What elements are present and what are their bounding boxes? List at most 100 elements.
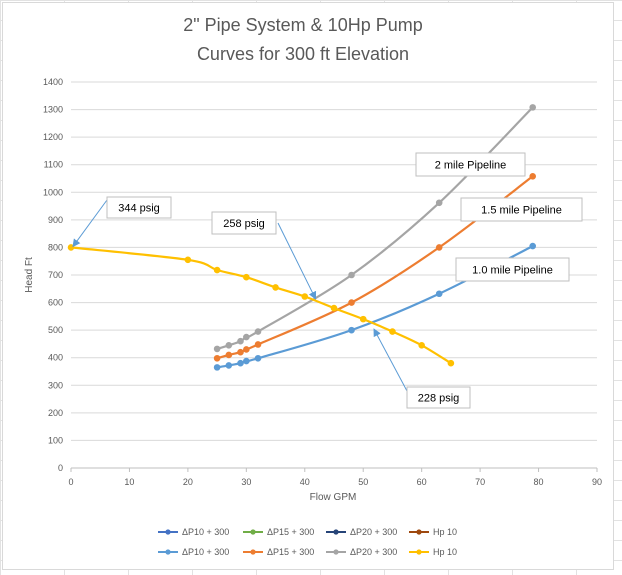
data-point-s2-p5[interactable] xyxy=(348,271,355,279)
legend-label-r0-1[interactable]: ΔP15 + 300 xyxy=(267,527,314,537)
data-point-s0-p7[interactable] xyxy=(529,242,537,250)
data-point-s1-p0[interactable] xyxy=(213,354,221,362)
y-tick-label: 900 xyxy=(48,215,63,225)
callout-text-label-10mile: 1.0 mile Pipeline xyxy=(472,265,553,277)
callout-box-label-228[interactable] xyxy=(406,386,471,409)
x-tick-label: 80 xyxy=(534,477,544,487)
y-tick-label: 1300 xyxy=(43,105,63,115)
legend-marker-r1-0 xyxy=(165,549,171,555)
callout-text-label-258: 258 psig xyxy=(223,218,265,230)
y-tick-label: 200 xyxy=(48,408,63,418)
x-tick-label: 20 xyxy=(183,477,193,487)
data-point-s3-p0[interactable] xyxy=(67,244,75,251)
callout-text-label-15mile: 1.5 mile Pipeline xyxy=(481,205,562,217)
y-tick-label: 100 xyxy=(48,435,63,445)
data-point-s3-p4[interactable] xyxy=(272,284,279,291)
legend: ΔP10 + 300 ΔP15 + 300 ΔP20 + 300 Hp 10 ΔP10 … xyxy=(158,527,457,557)
data-point-s3-p7[interactable] xyxy=(359,315,367,323)
chart-title-line-1: 2" Pipe System & 10Hp Pump xyxy=(183,15,423,35)
data-point-s0-p1[interactable] xyxy=(225,362,233,369)
y-tick-label: 1400 xyxy=(43,77,63,87)
callout-box-label-10mile[interactable] xyxy=(455,257,570,282)
callout-arrow-label-344 xyxy=(72,199,108,248)
callout-text-label-228: 228 psig xyxy=(418,393,460,405)
data-point-s0-p6[interactable] xyxy=(435,290,443,298)
y-tick-label: 1100 xyxy=(44,160,63,170)
gridlines xyxy=(71,81,597,469)
data-point-s1-p3[interactable] xyxy=(243,346,250,353)
data-point-s3-p10[interactable] xyxy=(447,359,455,367)
y-tick-label: 300 xyxy=(48,380,63,390)
y-tick-label: 700 xyxy=(48,270,63,280)
x-tick-label: 50 xyxy=(358,477,368,487)
data-point-s2-p3[interactable] xyxy=(243,333,250,341)
data-point-s2-p4[interactable] xyxy=(254,328,262,335)
legend-marker-r1-2 xyxy=(333,549,339,555)
y-tick-label: 600 xyxy=(48,298,63,308)
data-point-s3-p5[interactable] xyxy=(301,293,309,300)
legend-label-r1-1[interactable]: ΔP15 + 300 xyxy=(267,547,314,557)
data-point-s2-p2[interactable] xyxy=(237,337,244,345)
data-point-s2-p1[interactable] xyxy=(225,342,233,349)
callout-arrow-label-258 xyxy=(277,222,317,300)
data-point-s0-p4[interactable] xyxy=(254,354,262,362)
data-point-s3-p2[interactable] xyxy=(213,266,221,274)
data-point-s2-p0[interactable] xyxy=(213,345,221,353)
legend-marker-r0-2 xyxy=(333,529,339,535)
callout-arrow-label-228 xyxy=(373,328,408,392)
callout-text-label-2mile: 2 mile Pipeline xyxy=(435,160,507,172)
data-point-s0-p0[interactable] xyxy=(213,364,221,371)
callout-box-label-2mile[interactable] xyxy=(415,152,526,177)
legend-marker-r1-1 xyxy=(250,549,256,555)
y-tick-label: 800 xyxy=(48,242,63,252)
data-point-s0-p3[interactable] xyxy=(243,357,250,365)
x-tick-label: 30 xyxy=(241,477,251,487)
callout-box-label-344[interactable] xyxy=(106,196,172,219)
chart-area[interactable] xyxy=(2,2,614,570)
legend-label-r0-2[interactable]: ΔP20 + 300 xyxy=(350,527,397,537)
data-point-s1-p7[interactable] xyxy=(529,172,537,180)
data-point-s2-p6[interactable] xyxy=(435,199,443,207)
data-point-s3-p8[interactable] xyxy=(389,328,396,335)
data-point-s1-p5[interactable] xyxy=(348,299,355,306)
data-point-s3-p3[interactable] xyxy=(243,273,250,281)
x-tick-label: 90 xyxy=(592,477,602,487)
x-tick-label: 60 xyxy=(417,477,427,487)
data-point-s3-p6[interactable] xyxy=(330,304,338,312)
data-point-s1-p6[interactable] xyxy=(435,244,443,251)
legend-label-r0-0[interactable]: ΔP10 + 300 xyxy=(182,527,229,537)
data-point-s1-p2[interactable] xyxy=(237,348,244,356)
callout-text-label-344: 344 psig xyxy=(118,203,160,215)
y-tick-label: 1200 xyxy=(43,132,63,142)
x-tick-label: 0 xyxy=(68,477,73,487)
callout-box-label-258[interactable] xyxy=(211,211,277,235)
legend-marker-r0-1 xyxy=(250,529,256,535)
x-tick-label: 40 xyxy=(300,477,310,487)
legend-label-r1-3[interactable]: Hp 10 xyxy=(433,547,457,557)
data-point-s0-p5[interactable] xyxy=(348,326,355,334)
chart-title-line-2: Curves for 300 ft Elevation xyxy=(197,44,409,64)
data-point-s3-p9[interactable] xyxy=(418,342,425,349)
axes: 0100200300400500600700800900100011001200… xyxy=(43,77,602,487)
data-series xyxy=(67,104,537,371)
legend-marker-r0-3 xyxy=(416,529,422,535)
data-point-s2-p7[interactable] xyxy=(529,104,537,111)
data-point-s0-p2[interactable] xyxy=(237,359,244,367)
x-tick-label: 10 xyxy=(124,477,134,487)
annotations: 344 psig 258 psig 228 psig 2 mile Pipeline 1… xyxy=(72,152,583,409)
callout-box-label-15mile[interactable] xyxy=(460,197,583,222)
legend-label-r1-0[interactable]: ΔP10 + 300 xyxy=(182,547,229,557)
y-tick-label: 400 xyxy=(48,353,63,363)
legend-label-r0-3[interactable]: Hp 10 xyxy=(433,527,457,537)
data-point-s1-p1[interactable] xyxy=(225,351,233,359)
y-axis-title: Head Ft xyxy=(24,257,35,293)
x-tick-label: 70 xyxy=(475,477,485,487)
y-tick-label: 0 xyxy=(58,463,63,473)
data-point-s3-p1[interactable] xyxy=(184,256,192,264)
y-tick-label: 1000 xyxy=(43,187,63,197)
x-axis-title: Flow GPM xyxy=(310,492,357,503)
legend-label-r1-2[interactable]: ΔP20 + 300 xyxy=(350,547,397,557)
data-point-s1-p4[interactable] xyxy=(254,341,262,348)
legend-marker-r1-3 xyxy=(416,549,422,555)
